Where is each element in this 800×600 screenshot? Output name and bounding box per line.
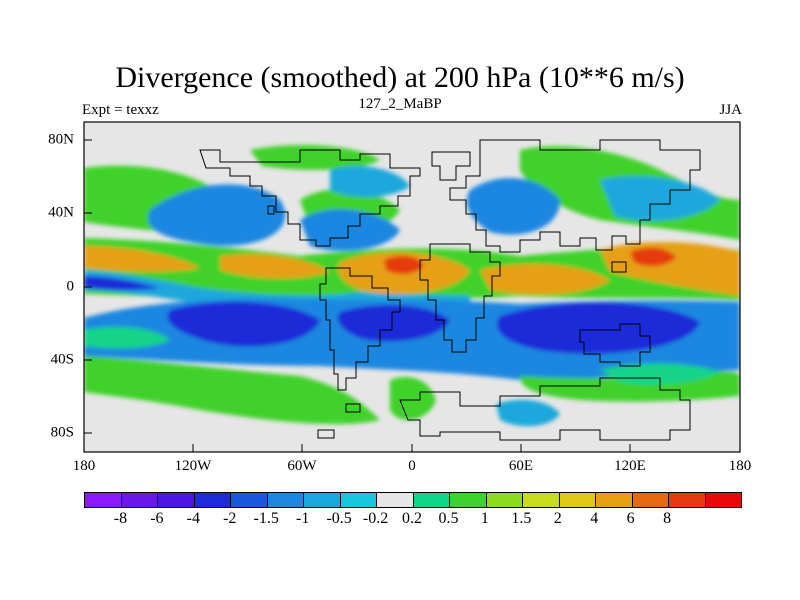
coast-africa — [419, 243, 501, 353]
field-sh-green-4 — [84, 326, 170, 349]
lon-tick-60e: 60E — [508, 458, 534, 474]
field-nh-blue-5 — [330, 165, 410, 198]
colorbar-box — [632, 493, 669, 507]
colorbar-box — [377, 493, 414, 507]
chart-title: Divergence (smoothed) at 200 hPa (10**6 … — [115, 61, 685, 94]
field-sh-green-1 — [84, 356, 380, 425]
field-sh-green-5 — [600, 363, 720, 385]
colorbar-label: -0.2 — [362, 510, 389, 527]
lon-tick-60w: 60W — [287, 458, 317, 474]
lat-tick-0: 0 — [66, 278, 75, 295]
lon-tick-180w: 180 — [72, 458, 96, 474]
lat-tick-80n: 80N — [48, 131, 74, 148]
coast-eurasia — [449, 139, 701, 253]
lon-tick-180e: 180 — [728, 458, 752, 474]
colorbar-box — [486, 493, 523, 507]
colorbar-box — [194, 493, 231, 507]
colorbar-label: -0.5 — [326, 510, 352, 527]
field-red-1 — [384, 255, 424, 275]
colorbar-box — [413, 493, 450, 507]
colorbar-box — [121, 493, 158, 507]
field-orange-2 — [220, 253, 330, 279]
field-orange-4 — [480, 264, 610, 295]
coast-north-america — [199, 149, 421, 247]
field-nh-blue-1 — [148, 184, 286, 246]
colorbar-box — [85, 493, 122, 507]
field-equatorial-dark — [84, 276, 160, 291]
colorbar-label: 0.2 — [402, 510, 422, 527]
case-label: 127_2_MaBP — [358, 96, 442, 112]
colorbar-label: -4 — [186, 510, 200, 527]
colorbar-label: 8 — [663, 510, 672, 527]
coast-greenland — [431, 151, 471, 181]
colorbar-label: -1 — [295, 510, 310, 527]
colorbar-box — [304, 493, 341, 507]
experiment-label: Expt = texxz — [82, 102, 159, 118]
colorbar-label: -6 — [150, 510, 164, 527]
lon-tick-120e: 120E — [614, 458, 646, 474]
field-orange-1 — [84, 246, 200, 272]
colorbar-box — [705, 493, 741, 507]
colorbar-label: 4 — [590, 510, 599, 527]
field-sh-dark-2 — [337, 305, 450, 342]
colorbar-box — [267, 493, 304, 507]
coast-island-3 — [267, 205, 275, 215]
colorbar-box — [340, 493, 377, 507]
field-red-2 — [630, 247, 676, 267]
colorbar-label: 1.5 — [511, 510, 532, 527]
colorbar-label: 0.5 — [438, 510, 459, 527]
lat-tick-40n: 40N — [48, 204, 74, 221]
lon-tick-0: 0 — [408, 458, 416, 474]
colorbar-label: -8 — [113, 510, 128, 527]
field-sh-green-3 — [390, 376, 436, 421]
coast-island-4 — [611, 261, 627, 273]
field-sh-dark-3 — [497, 302, 700, 354]
coast-antarctica — [399, 377, 691, 441]
colorbar-label: -1.5 — [253, 510, 279, 527]
colorbar-box — [231, 493, 268, 507]
colorbar-label: 6 — [626, 510, 635, 527]
colorbar-label: 2 — [553, 510, 562, 527]
field-nh-green-4 — [250, 145, 380, 170]
colorbar-label: -2 — [223, 510, 237, 527]
colorbar-label: 1 — [480, 510, 489, 527]
coast-australia — [579, 323, 651, 367]
lat-tick-80s: 80S — [50, 424, 74, 441]
colorbar-box — [450, 493, 487, 507]
lon-tick-120w: 120W — [174, 458, 212, 474]
coast-island-2 — [345, 403, 361, 413]
colorbar-box — [596, 493, 633, 507]
colorbar-box — [523, 493, 560, 507]
lat-tick-40s: 40S — [50, 351, 74, 368]
colorbar-box — [158, 493, 195, 507]
colorbar-box — [669, 493, 706, 507]
coast-island-1 — [317, 429, 335, 439]
colorbar-box — [559, 493, 596, 507]
coastlines — [199, 139, 701, 441]
field-nh-blue-3 — [466, 177, 560, 235]
field-sh-blue-small — [496, 399, 560, 427]
field-nh-blue-2 — [300, 209, 400, 251]
season-label: JJA — [719, 102, 742, 118]
coast-south-america — [319, 267, 401, 391]
divergence-field — [84, 145, 740, 427]
field-sh-dark-1 — [167, 301, 320, 347]
colorbar — [84, 492, 742, 508]
axis-ticks — [83, 139, 741, 452]
